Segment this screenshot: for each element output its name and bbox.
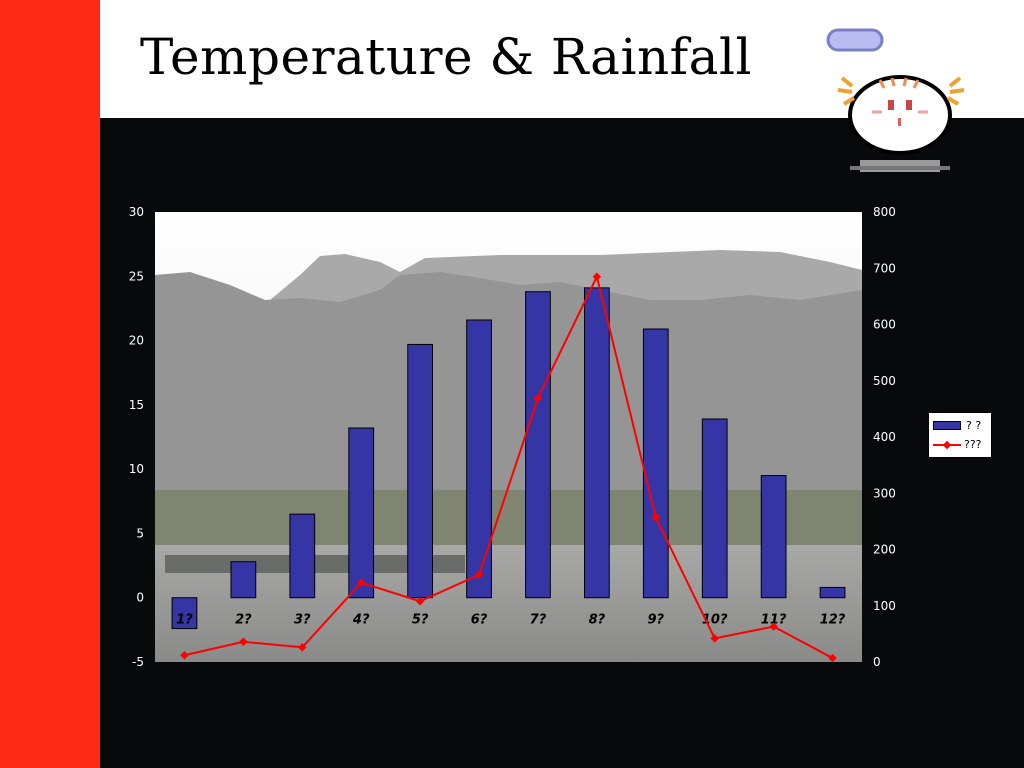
x-tick-label: 11? xyxy=(761,613,787,628)
temperature-bar xyxy=(525,291,551,599)
temperature-bar xyxy=(230,561,257,599)
rainfall-point xyxy=(710,634,719,643)
right-tick-label: 500 xyxy=(873,374,896,388)
temperature-bar xyxy=(760,475,787,599)
left-tick-label: 20 xyxy=(129,334,144,348)
slide-title: Temperature & Rainfall xyxy=(140,28,752,86)
x-tick-label: 12? xyxy=(820,613,846,628)
left-tick-label: 15 xyxy=(129,398,144,412)
temperature-bar xyxy=(584,287,610,599)
temperature-bar xyxy=(407,343,433,599)
x-tick-label: 3? xyxy=(294,613,311,628)
temperature-bar xyxy=(466,319,492,599)
plot-background-photo xyxy=(155,212,862,662)
temperature-bar xyxy=(348,427,375,599)
rainfall-point xyxy=(769,622,778,631)
mascot-illustration xyxy=(826,28,965,172)
x-tick-label: 5? xyxy=(412,613,429,628)
legend-item-temperature: ? ? xyxy=(933,419,981,432)
x-tick-label: 4? xyxy=(352,613,370,628)
right-axis-ticks: 0 100 200 300 400 500 600 700 800 xyxy=(873,205,896,669)
legend-label-temperature: ? ? xyxy=(966,419,982,432)
x-tick-label: 9? xyxy=(647,613,664,628)
temperature-bar xyxy=(701,418,728,599)
temperature-bar xyxy=(819,586,846,599)
x-tick-label: 6? xyxy=(471,613,488,628)
rainfall-point xyxy=(474,570,484,580)
right-tick-label: 800 xyxy=(873,205,896,219)
legend-bar-swatch xyxy=(933,421,961,430)
x-tick-label: 1? xyxy=(176,613,193,628)
rainfall-point xyxy=(298,643,307,652)
left-tick-label: 30 xyxy=(129,205,144,219)
x-tick-label: 2? xyxy=(235,613,252,628)
right-tick-label: 600 xyxy=(873,318,896,332)
left-tick-label: 10 xyxy=(129,462,144,476)
left-axis-ticks: -5 0 5 10 15 20 25 30 xyxy=(129,205,144,669)
rainfall-line xyxy=(180,272,837,663)
left-tick-label: 5 xyxy=(136,526,144,540)
left-tick-label: 0 xyxy=(136,591,144,605)
rainfall-point xyxy=(415,597,425,606)
right-tick-label: 100 xyxy=(873,599,896,613)
temperature-bar xyxy=(171,597,198,630)
legend-item-rainfall: ??? xyxy=(933,438,982,451)
right-tick-label: 0 xyxy=(873,655,881,669)
right-tick-label: 400 xyxy=(873,430,896,444)
rainfall-point xyxy=(533,393,543,403)
right-tick-label: 700 xyxy=(873,261,896,275)
x-tick-label: 8? xyxy=(589,613,606,628)
temperature-bar xyxy=(642,328,669,599)
right-tick-label: 200 xyxy=(873,543,896,557)
rainfall-point xyxy=(592,272,602,281)
temperature-bar xyxy=(289,513,316,599)
rainfall-point xyxy=(356,578,366,587)
chart-legend: ? ? ??? xyxy=(928,412,992,458)
rainfall-point xyxy=(651,513,661,522)
right-tick-label: 300 xyxy=(873,486,896,500)
temperature-bars xyxy=(171,287,846,630)
x-tick-label: 7? xyxy=(530,613,547,628)
rainfall-point xyxy=(828,653,837,663)
rainfall-line-path xyxy=(184,273,834,659)
accent-side-bar xyxy=(0,0,100,768)
left-tick-label: -5 xyxy=(132,655,144,669)
left-tick-label: 25 xyxy=(129,269,144,283)
legend-line-swatch xyxy=(933,439,961,451)
legend-label-rainfall: ??? xyxy=(964,438,982,451)
